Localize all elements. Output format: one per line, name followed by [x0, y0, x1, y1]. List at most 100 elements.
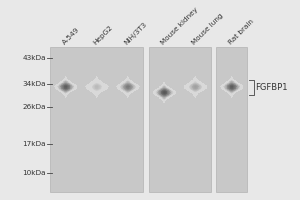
- Bar: [193, 89, 194, 90]
- Bar: [239, 87, 240, 88]
- Bar: [95, 91, 96, 92]
- Bar: [66, 85, 67, 86]
- Bar: [127, 86, 128, 87]
- Bar: [96, 88, 97, 89]
- Bar: [168, 93, 169, 94]
- Bar: [202, 90, 203, 91]
- Bar: [200, 87, 201, 88]
- Bar: [234, 89, 235, 90]
- Bar: [194, 82, 195, 83]
- Bar: [93, 90, 94, 91]
- Bar: [187, 89, 188, 90]
- Bar: [239, 86, 240, 87]
- Bar: [128, 85, 129, 86]
- Bar: [85, 86, 86, 87]
- Bar: [199, 85, 200, 86]
- Bar: [239, 88, 240, 89]
- Bar: [64, 83, 65, 84]
- Bar: [59, 90, 60, 91]
- Bar: [129, 88, 130, 89]
- Bar: [61, 81, 62, 82]
- Bar: [168, 97, 169, 98]
- Bar: [90, 91, 91, 92]
- Bar: [168, 90, 169, 91]
- Bar: [58, 90, 59, 91]
- Bar: [120, 87, 121, 88]
- Bar: [195, 89, 196, 90]
- Bar: [133, 81, 134, 82]
- Bar: [234, 90, 235, 91]
- Bar: [196, 91, 197, 92]
- Bar: [192, 84, 193, 85]
- Bar: [58, 84, 59, 85]
- Bar: [189, 87, 190, 88]
- Bar: [91, 87, 92, 88]
- Bar: [238, 89, 239, 90]
- Bar: [99, 86, 100, 87]
- Bar: [102, 90, 103, 91]
- Bar: [62, 92, 63, 93]
- Bar: [74, 84, 75, 85]
- Bar: [196, 88, 197, 89]
- Bar: [226, 91, 227, 92]
- Bar: [61, 87, 62, 88]
- Bar: [129, 91, 130, 92]
- Bar: [56, 86, 57, 87]
- Bar: [158, 89, 159, 90]
- Bar: [233, 88, 234, 89]
- Bar: [96, 87, 97, 88]
- Bar: [199, 82, 200, 83]
- Bar: [99, 85, 100, 86]
- Bar: [101, 87, 102, 88]
- Bar: [167, 98, 168, 99]
- Bar: [99, 90, 100, 91]
- Bar: [191, 85, 192, 86]
- Bar: [138, 88, 139, 89]
- Bar: [92, 91, 93, 92]
- Bar: [121, 89, 122, 90]
- Bar: [97, 86, 98, 87]
- Bar: [97, 83, 98, 84]
- Bar: [165, 88, 166, 89]
- Bar: [186, 89, 187, 90]
- Bar: [128, 90, 129, 91]
- Bar: [90, 82, 91, 83]
- Text: NIH/3T3: NIH/3T3: [123, 21, 148, 46]
- Bar: [63, 86, 64, 87]
- Bar: [130, 88, 131, 89]
- Bar: [198, 91, 199, 92]
- Bar: [185, 87, 186, 88]
- Bar: [232, 90, 233, 91]
- Bar: [158, 96, 159, 97]
- Bar: [96, 90, 97, 91]
- Bar: [205, 86, 206, 87]
- Bar: [226, 82, 227, 83]
- Bar: [68, 87, 69, 88]
- Bar: [171, 88, 172, 89]
- Bar: [59, 89, 60, 90]
- Bar: [138, 87, 139, 88]
- Bar: [198, 89, 199, 90]
- Bar: [225, 89, 226, 90]
- Bar: [195, 92, 196, 93]
- Bar: [155, 94, 156, 95]
- Bar: [235, 88, 236, 89]
- Bar: [99, 91, 100, 92]
- Bar: [169, 87, 170, 88]
- Bar: [121, 83, 122, 84]
- Bar: [67, 84, 68, 85]
- Bar: [230, 84, 231, 85]
- Bar: [199, 86, 200, 87]
- Bar: [55, 87, 56, 88]
- Bar: [58, 85, 59, 86]
- Bar: [60, 88, 61, 89]
- Bar: [64, 87, 65, 88]
- Bar: [71, 84, 72, 85]
- Bar: [64, 86, 65, 87]
- Bar: [124, 88, 125, 89]
- Bar: [99, 84, 100, 85]
- Bar: [60, 81, 61, 82]
- Bar: [58, 89, 59, 90]
- Bar: [69, 83, 70, 84]
- Bar: [93, 86, 94, 87]
